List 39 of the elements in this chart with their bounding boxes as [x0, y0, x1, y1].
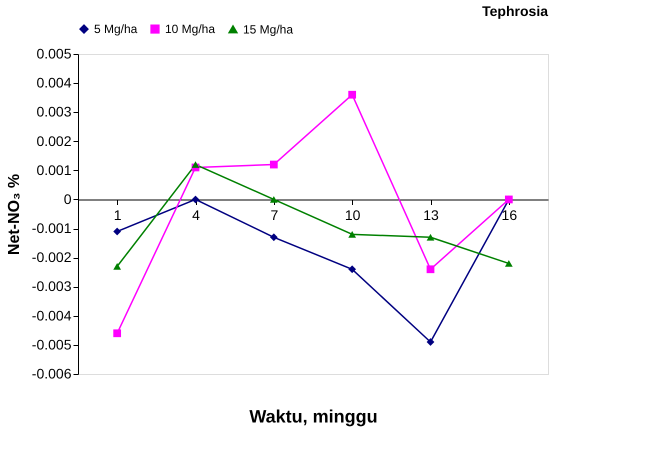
point [113, 228, 122, 236]
y-tick-label: 0 [64, 190, 72, 207]
x-tick-label: 4 [192, 206, 200, 223]
point [504, 260, 513, 267]
y-axis-title: Net-NO₃ % [6, 174, 23, 256]
y-tick-label: -0.006 [32, 366, 72, 382]
point [348, 231, 356, 238]
x-tick-label: 13 [423, 206, 439, 223]
point [192, 196, 200, 204]
point [426, 338, 434, 346]
point [270, 160, 278, 168]
point [192, 161, 200, 168]
y-tick-label: 0.001 [36, 162, 72, 178]
point [270, 233, 278, 242]
x-tick-label: 16 [502, 206, 518, 223]
point [426, 265, 434, 274]
point [348, 265, 356, 274]
y-tick-label: -0.002 [32, 249, 72, 266]
x-tick-label: 10 [344, 206, 361, 223]
y-tick-label: -0.003 [32, 278, 72, 294]
legend-label: 10 Mg/ha [165, 22, 216, 36]
x-axis-title: Waktu, minggu [249, 406, 378, 426]
legend-label: 15 Mg/ha [243, 22, 294, 36]
y-tick-label: 0.002 [36, 132, 72, 149]
legend-label: 5 Mg/ha [94, 22, 138, 36]
point [426, 234, 434, 241]
y-tick-label: 0.005 [36, 46, 72, 62]
y-tick-label: 0.003 [36, 104, 72, 120]
y-tick-label: -0.005 [32, 336, 72, 352]
chart-title: Tephrosia [482, 3, 548, 19]
y-tick-label: -0.004 [32, 307, 72, 324]
point [113, 329, 122, 338]
x-tick-label: 7 [270, 206, 278, 223]
y-tick-label: 0.004 [36, 74, 72, 91]
point [348, 90, 356, 99]
point [113, 263, 122, 270]
x-tick-label: 1 [114, 206, 122, 223]
y-tick-label: -0.001 [32, 220, 72, 236]
point [270, 196, 278, 203]
